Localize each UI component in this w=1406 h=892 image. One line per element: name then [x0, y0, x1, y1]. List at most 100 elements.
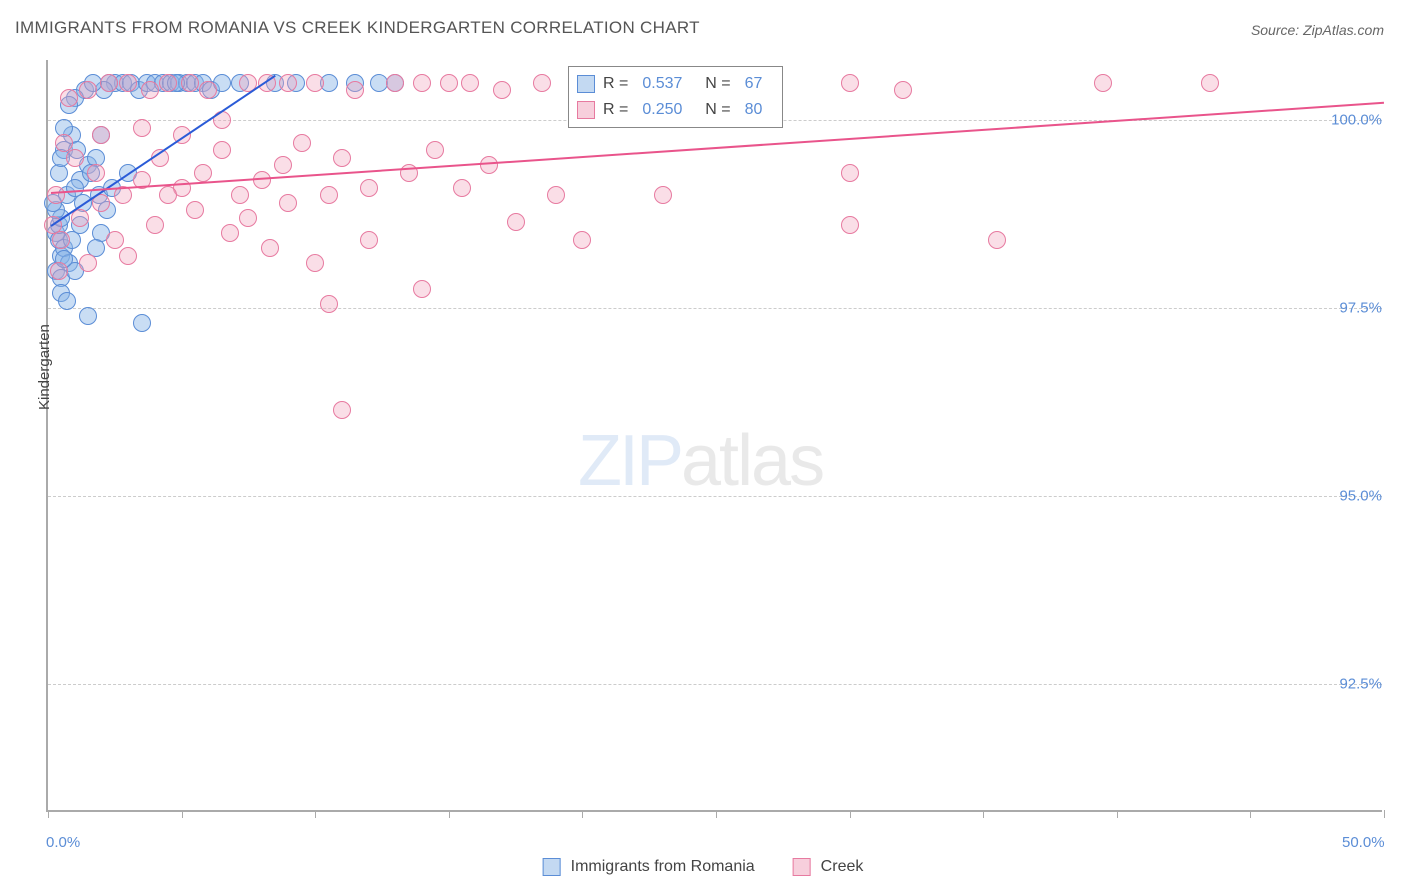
scatter-point	[841, 164, 859, 182]
x-tick	[582, 810, 583, 818]
scatter-point	[333, 401, 351, 419]
scatter-point	[461, 74, 479, 92]
scatter-point	[988, 231, 1006, 249]
chart-title: IMMIGRANTS FROM ROMANIA VS CREEK KINDERG…	[15, 18, 700, 38]
scatter-point	[141, 81, 159, 99]
y-tick-label: 97.5%	[1339, 300, 1382, 317]
legend-swatch	[543, 858, 561, 876]
scatter-point	[453, 179, 471, 197]
scatter-point	[47, 186, 65, 204]
legend-r-value: 0.537	[642, 71, 682, 97]
legend-swatch	[577, 101, 595, 119]
scatter-point	[60, 89, 78, 107]
scatter-point	[261, 239, 279, 257]
x-tick	[716, 810, 717, 818]
watermark-zip: ZIP	[578, 421, 681, 501]
scatter-point	[274, 156, 292, 174]
scatter-point	[87, 164, 105, 182]
scatter-point	[159, 74, 177, 92]
y-tick-label: 92.5%	[1339, 676, 1382, 693]
bottom-legend-label: Immigrants from Romania	[571, 858, 755, 876]
scatter-point	[92, 126, 110, 144]
legend-swatch	[793, 858, 811, 876]
scatter-point	[239, 209, 257, 227]
x-tick	[449, 810, 450, 818]
scatter-point	[293, 134, 311, 152]
y-tick-label: 100.0%	[1331, 112, 1382, 129]
x-tick	[983, 810, 984, 818]
scatter-point	[221, 224, 239, 242]
legend-r-label: R =	[603, 71, 628, 97]
scatter-point	[413, 280, 431, 298]
bottom-legend-item: Creek	[793, 858, 864, 876]
x-tick	[48, 810, 49, 818]
legend-n-value: 67	[745, 71, 763, 97]
gridline	[48, 684, 1382, 685]
x-tick-label: 0.0%	[46, 834, 80, 851]
scatter-point	[119, 247, 137, 265]
scatter-point	[50, 262, 68, 280]
scatter-point	[194, 164, 212, 182]
scatter-point	[66, 149, 84, 167]
stats-legend-row: R = 0.250 N = 80	[577, 97, 768, 123]
scatter-point	[79, 81, 97, 99]
scatter-point	[360, 231, 378, 249]
scatter-point	[199, 81, 217, 99]
x-tick	[1117, 810, 1118, 818]
scatter-point	[146, 216, 164, 234]
scatter-point	[573, 231, 591, 249]
scatter-point	[213, 141, 231, 159]
scatter-point	[231, 186, 249, 204]
legend-n-value: 80	[745, 97, 763, 123]
legend-n-label: N =	[696, 97, 730, 123]
scatter-point	[279, 74, 297, 92]
legend-swatch	[577, 75, 595, 93]
legend-n-label: N =	[696, 71, 730, 97]
bottom-legend-label: Creek	[821, 858, 864, 876]
scatter-point	[654, 186, 672, 204]
scatter-point	[133, 314, 151, 332]
scatter-point	[386, 74, 404, 92]
scatter-point	[333, 149, 351, 167]
bottom-legend: Immigrants from Romania Creek	[543, 858, 864, 876]
y-axis-label: Kindergarten	[36, 324, 53, 410]
stats-legend-row: R = 0.537 N = 67	[577, 71, 768, 97]
scatter-point	[100, 74, 118, 92]
scatter-point	[360, 179, 378, 197]
scatter-point	[507, 213, 525, 231]
bottom-legend-item: Immigrants from Romania	[543, 858, 755, 876]
scatter-point	[547, 186, 565, 204]
scatter-point	[119, 74, 137, 92]
x-tick	[1250, 810, 1251, 818]
scatter-point	[186, 201, 204, 219]
scatter-point	[79, 307, 97, 325]
scatter-point	[253, 171, 271, 189]
stats-legend: R = 0.537 N = 67 R = 0.250 N = 80	[568, 66, 783, 128]
scatter-point	[181, 74, 199, 92]
watermark: ZIPatlas	[578, 420, 823, 502]
scatter-point	[279, 194, 297, 212]
scatter-point	[1201, 74, 1219, 92]
x-tick	[315, 810, 316, 818]
scatter-point	[841, 74, 859, 92]
scatter-point	[346, 81, 364, 99]
scatter-point	[58, 292, 76, 310]
legend-r-label: R =	[603, 97, 628, 123]
scatter-point	[533, 74, 551, 92]
x-tick	[850, 810, 851, 818]
scatter-point	[133, 119, 151, 137]
scatter-point	[413, 74, 431, 92]
scatter-point	[841, 216, 859, 234]
scatter-point	[426, 141, 444, 159]
scatter-point	[79, 254, 97, 272]
gridline	[48, 308, 1382, 309]
legend-r-value: 0.250	[642, 97, 682, 123]
y-tick-label: 95.0%	[1339, 488, 1382, 505]
scatter-point	[306, 74, 324, 92]
plot-area: Kindergarten ZIPatlas R =0.537 N =67R =0…	[46, 60, 1382, 812]
x-tick	[1384, 810, 1385, 818]
scatter-point	[106, 231, 124, 249]
scatter-point	[1094, 74, 1112, 92]
scatter-point	[480, 156, 498, 174]
x-tick	[182, 810, 183, 818]
